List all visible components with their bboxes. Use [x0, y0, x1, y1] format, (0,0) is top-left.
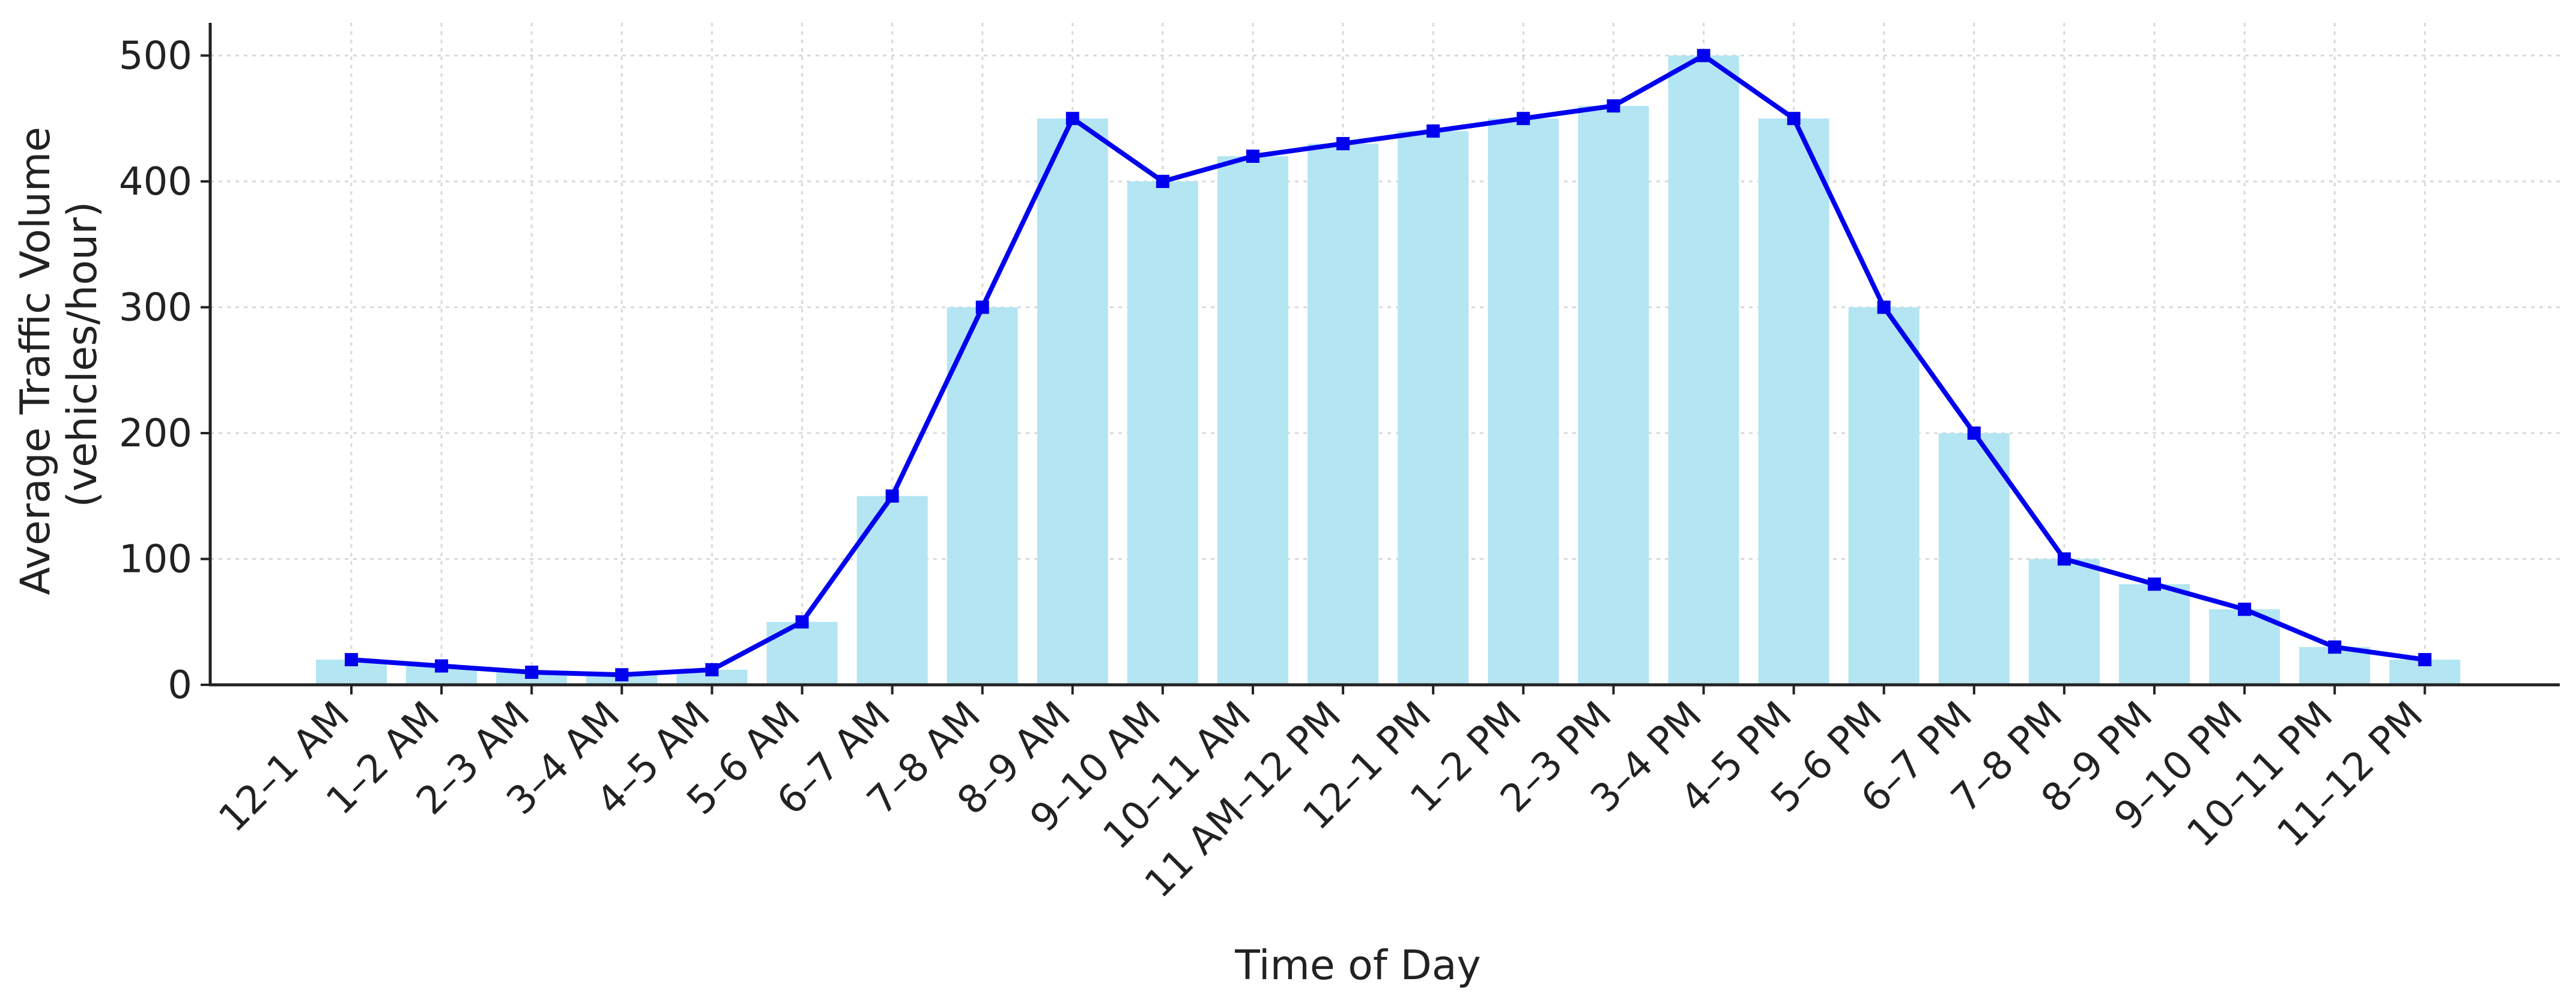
bar [1758, 118, 1829, 685]
y-tick-label: 200 [119, 411, 192, 456]
bar [1217, 156, 1288, 685]
bar [1488, 118, 1559, 685]
x-tick-label: 12–1 AM [211, 693, 359, 841]
y-ticks: 0 100 200 300 400 500 [119, 34, 210, 708]
bar-series [316, 55, 2461, 685]
x-axis-title: Time of Day [1234, 942, 1480, 989]
line-series [345, 49, 2432, 682]
y-tick-label: 300 [119, 285, 192, 330]
trend-line [351, 53, 2425, 678]
line-point [2418, 653, 2432, 667]
bar [766, 622, 838, 685]
y-tick-label: 0 [168, 663, 192, 708]
line-point [1426, 124, 1440, 138]
bar [1037, 118, 1108, 685]
line-point [1065, 112, 1079, 126]
line-point [975, 300, 989, 314]
line-point [2148, 577, 2161, 591]
line-point [615, 668, 629, 682]
line-point [2238, 603, 2252, 616]
line-point [1787, 112, 1801, 126]
line-point [1697, 49, 1711, 62]
line-point [525, 666, 539, 679]
bar [1938, 433, 2010, 685]
line-point [345, 653, 358, 667]
bar [2028, 559, 2100, 685]
y-axis-title: Average Traffic Volume (vehicles/hour) [12, 114, 106, 595]
line-point [1877, 300, 1891, 314]
line-point [705, 663, 719, 676]
bar [1398, 131, 1469, 685]
bar [1127, 181, 1198, 685]
line-point [2057, 552, 2071, 566]
y-tick-label: 500 [119, 34, 192, 78]
bar [1578, 106, 1649, 685]
bar [947, 307, 1018, 685]
grid-layer [210, 23, 2560, 686]
bar [1308, 144, 1379, 685]
bar [2119, 584, 2190, 685]
axes [208, 23, 2560, 687]
x-ticks: 12–1 AM1–2 AM2–3 AM3–4 AM4–5 AM5–6 AM6–7… [211, 685, 2432, 906]
line-point [1607, 99, 1620, 113]
bar [1668, 55, 1739, 685]
y-tick-label: 100 [119, 537, 192, 581]
y-tick-label: 400 [119, 160, 192, 204]
line-point [1967, 426, 1981, 440]
y-axis-title-line-1: Average Traffic Volume [12, 127, 59, 595]
line-point [2328, 640, 2342, 654]
line-point [435, 659, 449, 673]
bar [1848, 307, 1920, 685]
y-axis-title-line-2: (vehicles/hour) [59, 201, 106, 507]
line-point [1246, 150, 1259, 163]
line-point [795, 615, 809, 629]
line-point [1156, 174, 1169, 188]
bar [2209, 609, 2281, 685]
line-point [1517, 112, 1530, 126]
bar [856, 496, 928, 685]
line-point [1336, 137, 1350, 151]
line-point [885, 489, 899, 503]
